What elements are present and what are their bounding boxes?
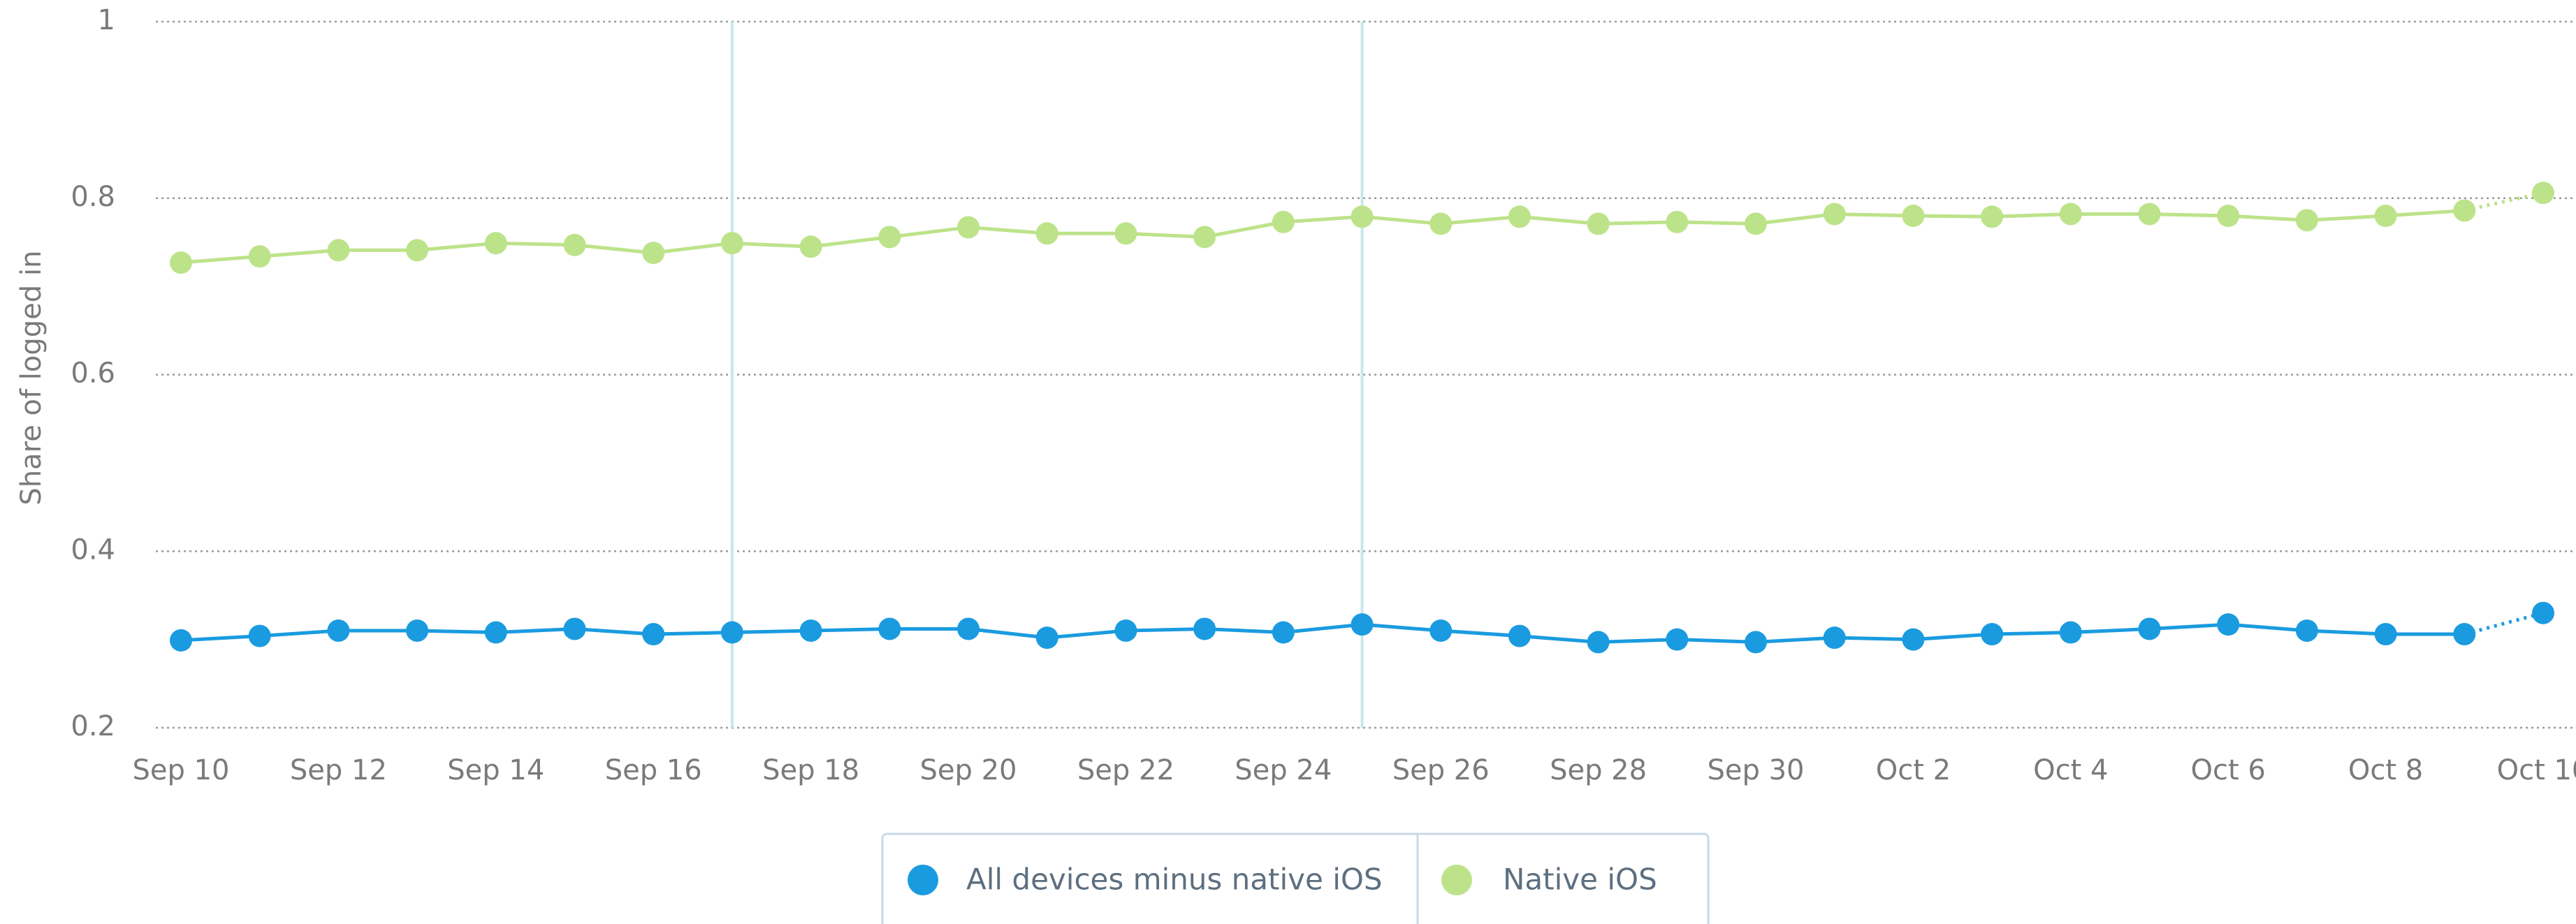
data-point (1035, 222, 1058, 245)
data-point (1508, 624, 1531, 647)
data-point (248, 624, 271, 647)
y-tick-label: 0.8 (71, 181, 115, 213)
data-point (406, 239, 429, 262)
data-point (878, 226, 901, 249)
legend-label: All devices minus native iOS (966, 863, 1383, 897)
data-point (1981, 623, 2004, 646)
legend-label: Native iOS (1503, 863, 1657, 897)
data-point (1587, 212, 1610, 235)
data-point (1351, 613, 1374, 636)
legend-marker (1441, 865, 1472, 895)
data-point (563, 617, 586, 640)
data-point (1745, 631, 1767, 654)
data-point (2532, 601, 2554, 624)
x-tick-label: Oct 10 (2497, 754, 2576, 786)
y-tick-label: 0.4 (71, 534, 115, 566)
data-point (2217, 205, 2240, 228)
data-point (957, 617, 980, 640)
series-projection (2464, 191, 2544, 212)
data-point (2295, 209, 2318, 232)
x-tick-label: Sep 18 (762, 754, 859, 786)
data-point (248, 245, 271, 268)
x-tick-label: Oct 2 (1876, 754, 1951, 786)
series-line (180, 622, 2465, 644)
data-point (878, 617, 901, 640)
data-point (2059, 203, 2082, 226)
data-point (1745, 212, 1767, 235)
data-point (1823, 203, 1846, 226)
data-point (720, 232, 743, 255)
data-point (1429, 212, 1453, 235)
data-point (2295, 619, 2318, 642)
data-point (799, 619, 822, 642)
data-point (406, 619, 429, 642)
data-point (2453, 623, 2476, 646)
data-point (1114, 222, 1137, 245)
x-tick-label: Sep 24 (1235, 754, 1332, 786)
y-axis-label: Share of logged in (15, 251, 48, 506)
y-tick-label: 0.2 (71, 710, 115, 742)
data-point (2532, 182, 2554, 205)
data-point (1666, 210, 1689, 233)
data-point (1666, 628, 1689, 651)
data-point (1823, 626, 1846, 650)
y-tick-label: 0.6 (71, 358, 115, 390)
x-tick-label: Oct 6 (2191, 754, 2266, 786)
x-tick-label: Sep 30 (1707, 754, 1804, 786)
data-point (799, 235, 822, 258)
data-point (1114, 619, 1137, 642)
data-point (1193, 226, 1216, 249)
y-tick-label: 1 (98, 4, 115, 36)
x-tick-label: Sep 16 (605, 754, 702, 786)
series-line (180, 208, 2465, 265)
x-tick-label: Sep 22 (1077, 754, 1174, 786)
data-point (1902, 205, 1925, 228)
x-tick-label: Sep 14 (447, 754, 544, 786)
x-tick-label: Sep 26 (1392, 754, 1490, 786)
data-point (2453, 199, 2476, 222)
data-point (1272, 621, 1295, 644)
data-point (2374, 623, 2397, 646)
data-point (170, 251, 192, 274)
data-point (2138, 617, 2161, 640)
data-point (2138, 203, 2161, 226)
data-point (1035, 626, 1058, 650)
data-point (1429, 619, 1453, 642)
data-point (2374, 205, 2397, 228)
data-point (484, 232, 507, 255)
x-tick-label: Sep 20 (919, 754, 1017, 786)
data-point (1272, 210, 1295, 233)
data-point (1902, 628, 1925, 651)
legend-box (881, 833, 1710, 924)
data-point (1981, 205, 2004, 228)
data-point (327, 619, 350, 642)
data-point (2059, 621, 2082, 644)
data-point (563, 233, 586, 256)
x-tick-label: Oct 4 (2033, 754, 2108, 786)
x-tick-label: Sep 28 (1550, 754, 1647, 786)
data-point (1351, 205, 1374, 228)
data-point (957, 216, 980, 239)
series-projection (2464, 611, 2544, 636)
data-point (327, 239, 350, 262)
data-point (642, 623, 665, 646)
x-tick-label: Sep 10 (132, 754, 229, 786)
data-point (1193, 617, 1216, 640)
x-tick-label: Sep 12 (290, 754, 387, 786)
data-point (642, 242, 665, 265)
data-point (720, 621, 743, 644)
x-tick-label: Oct 8 (2348, 754, 2423, 786)
legend-marker (908, 865, 938, 895)
data-point (1508, 205, 1531, 228)
data-point (484, 621, 507, 644)
data-point (2217, 613, 2240, 636)
data-point (1587, 631, 1610, 654)
data-point (170, 629, 192, 652)
